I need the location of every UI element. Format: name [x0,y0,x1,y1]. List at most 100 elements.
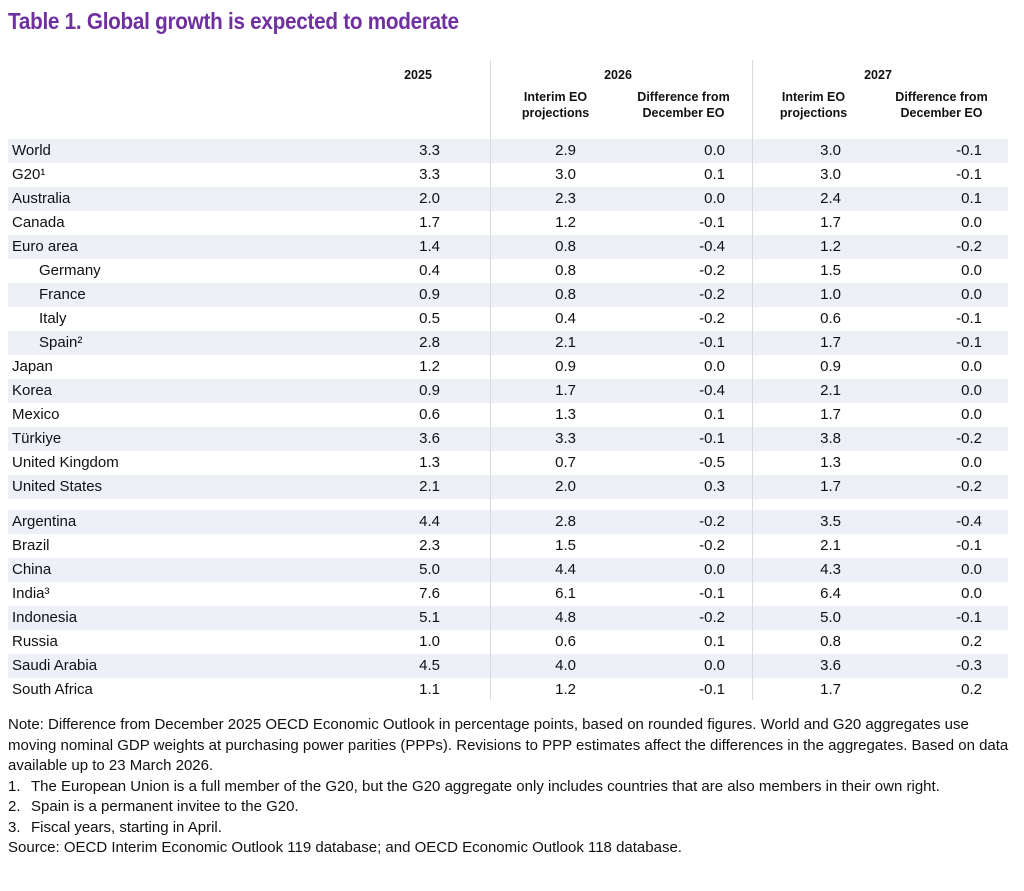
value-2027-interim: 1.7 [820,478,841,495]
header-2025: 2025 [404,68,432,82]
value-2027-difference: -0.1 [956,537,982,554]
value-2027-difference: 0.0 [961,561,982,578]
row-label: Mexico [12,406,60,423]
value-2027-interim: 2.1 [820,537,841,554]
table-row: Korea 0.9 1.7 -0.4 2.1 0.0 [8,379,1008,403]
value-2027-difference: -0.3 [956,657,982,674]
header-2027-interim: Interim EO projections [779,90,848,120]
value-2027-difference: 0.2 [961,681,982,698]
value-2025: 1.3 [419,454,440,471]
table-row: Argentina 4.4 2.8 -0.2 3.5 -0.4 [8,510,1008,534]
footnote-2: 2. Spain is a permanent invitee to the G2… [8,797,1018,818]
row-label: Australia [12,190,71,207]
value-2027-interim: 4.3 [820,561,841,578]
value-2026-difference: -0.1 [699,681,725,698]
value-2026-interim: 3.0 [555,166,576,183]
value-2025: 5.0 [419,561,440,578]
value-2026-difference: -0.5 [699,454,725,471]
row-label: Türkiye [12,430,62,447]
footnote-3: 3. Fiscal years, starting in April. [8,818,1018,839]
table-row: G20¹ 3.3 3.0 0.1 3.0 -0.1 [8,163,1008,187]
row-label: Spain² [39,334,83,351]
value-2026-difference: -0.1 [699,430,725,447]
value-2027-difference: 0.0 [961,286,982,303]
value-2027-difference: -0.1 [956,609,982,626]
value-2027-difference: 0.2 [961,633,982,650]
value-2025: 0.6 [419,406,440,423]
row-label: Germany [39,262,101,279]
row-label: China [12,561,52,578]
table-notes: Note: Difference from December 2025 OECD… [8,715,1018,859]
value-2027-difference: -0.4 [956,513,982,530]
value-2027-difference: -0.1 [956,142,982,159]
row-label: Argentina [12,513,77,530]
value-2027-difference: 0.0 [961,214,982,231]
value-2026-difference: -0.2 [699,262,725,279]
value-2027-difference: 0.0 [961,585,982,602]
value-2027-difference: -0.2 [956,430,982,447]
value-2027-interim: 1.7 [820,681,841,698]
value-2027-interim: 3.0 [820,142,841,159]
value-2027-difference: 0.0 [961,262,982,279]
value-2026-difference: -0.2 [699,286,725,303]
value-2026-difference: -0.2 [699,609,725,626]
value-2027-interim: 0.6 [820,310,841,327]
value-2027-interim: 1.7 [820,334,841,351]
row-label: United States [12,478,103,495]
value-2027-difference: 0.0 [961,406,982,423]
value-2027-difference: -0.2 [956,238,982,255]
header-2026-interim: Interim EO projections [521,90,590,120]
table-row: Russia 1.0 0.6 0.1 0.8 0.2 [8,630,1008,654]
table-row: Mexico 0.6 1.3 0.1 1.7 0.0 [8,403,1008,427]
value-2027-difference: 0.0 [961,358,982,375]
row-label: Euro area [12,238,78,255]
value-2025: 2.1 [419,478,440,495]
value-2026-interim: 0.8 [555,286,576,303]
value-2026-interim: 1.2 [555,681,576,698]
value-2026-interim: 0.9 [555,358,576,375]
value-2025: 0.9 [419,382,440,399]
source-note: Source: OECD Interim Economic Outlook 11… [8,839,682,856]
row-label: Korea [12,382,53,399]
footnote-text: Fiscal years, starting in April. [31,818,222,836]
table-row: United States 2.1 2.0 0.3 1.7 -0.2 [8,475,1008,499]
value-2026-difference: -0.2 [699,537,725,554]
value-2026-interim: 2.9 [555,142,576,159]
value-2027-difference: -0.2 [956,478,982,495]
footnote-1: 1. The European Union is a full member of… [8,777,1018,798]
row-label: Saudi Arabia [12,657,98,674]
value-2027-difference: 0.1 [961,190,982,207]
value-2026-interim: 6.1 [555,585,576,602]
value-2026-interim: 1.7 [555,382,576,399]
value-2027-interim: 5.0 [820,609,841,626]
table-row: Brazil 2.3 1.5 -0.2 2.1 -0.1 [8,534,1008,558]
value-2027-interim: 0.9 [820,358,841,375]
value-2027-interim: 3.6 [820,657,841,674]
table-row: Canada 1.7 1.2 -0.1 1.7 0.0 [8,211,1008,235]
value-2026-difference: 0.0 [704,358,725,375]
footnote-number: 2. [8,798,21,815]
table-row: Türkiye 3.6 3.3 -0.1 3.8 -0.2 [8,427,1008,451]
value-2027-interim: 1.7 [820,214,841,231]
table-row: France 0.9 0.8 -0.2 1.0 0.0 [8,283,1008,307]
value-2025: 2.8 [419,334,440,351]
value-2025: 0.5 [419,310,440,327]
value-2026-interim: 0.7 [555,454,576,471]
row-label: Brazil [12,537,50,554]
value-2026-difference: 0.1 [704,633,725,650]
row-label: South Africa [12,681,93,698]
value-2026-interim: 4.8 [555,609,576,626]
value-2026-interim: 2.0 [555,478,576,495]
value-2026-interim: 1.2 [555,214,576,231]
value-2026-difference: -0.1 [699,334,725,351]
value-2027-interim: 3.0 [820,166,841,183]
value-2025: 7.6 [419,585,440,602]
value-2026-interim: 3.3 [555,430,576,447]
value-2027-difference: 0.0 [961,454,982,471]
value-2025: 0.9 [419,286,440,303]
value-2026-difference: 0.0 [704,142,725,159]
row-label: Italy [39,310,67,327]
value-2026-difference: -0.2 [699,513,725,530]
table-row: Italy 0.5 0.4 -0.2 0.6 -0.1 [8,307,1008,331]
value-2026-difference: 0.1 [704,406,725,423]
